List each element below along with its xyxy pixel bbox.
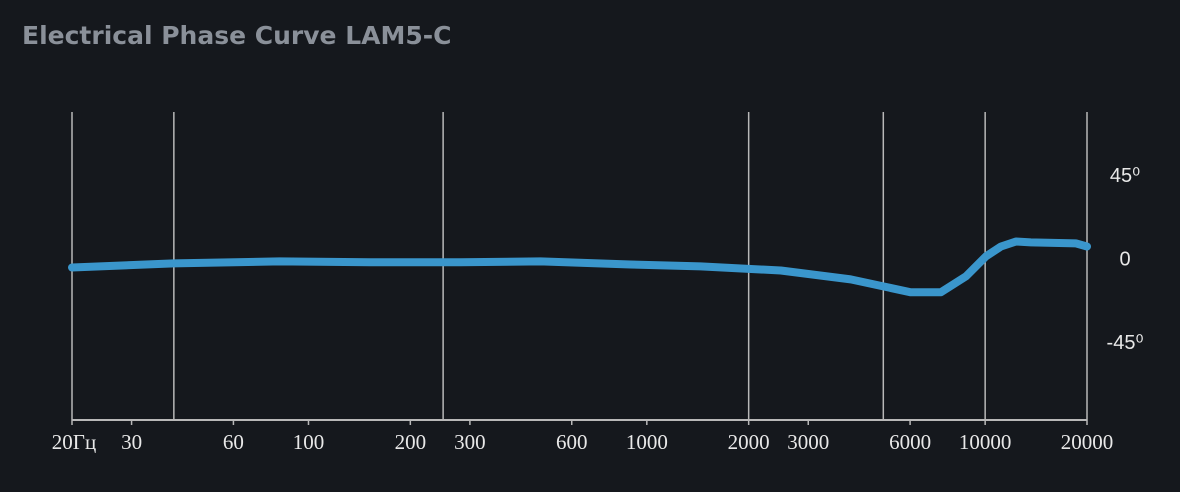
chart-title: Electrical Phase Curve LAM5-C (22, 21, 451, 50)
x-tick-label: 100 (293, 430, 325, 454)
x-tick-label: 300 (454, 430, 486, 454)
x-tick-label: 600 (556, 430, 588, 454)
y-tick-label: 45⁰ (1110, 165, 1140, 187)
x-tick-label: 1000 (626, 430, 668, 454)
x-tick-label: 20000 (1061, 430, 1114, 454)
x-tick-label: 10000 (959, 430, 1012, 454)
x-tick-label: 200 (395, 430, 427, 454)
y-tick-label: -45⁰ (1107, 332, 1144, 354)
data-line (68, 237, 1091, 297)
x-tick-label: 20Гц (52, 430, 96, 454)
x-tick-label: 3000 (787, 430, 829, 454)
x-tick-label: 60 (223, 430, 244, 454)
x-tick-label: 6000 (889, 430, 931, 454)
x-tick-label: 30 (121, 430, 142, 454)
x-tick-label: 2000 (728, 430, 770, 454)
y-tick-label: 0 (1119, 249, 1130, 271)
